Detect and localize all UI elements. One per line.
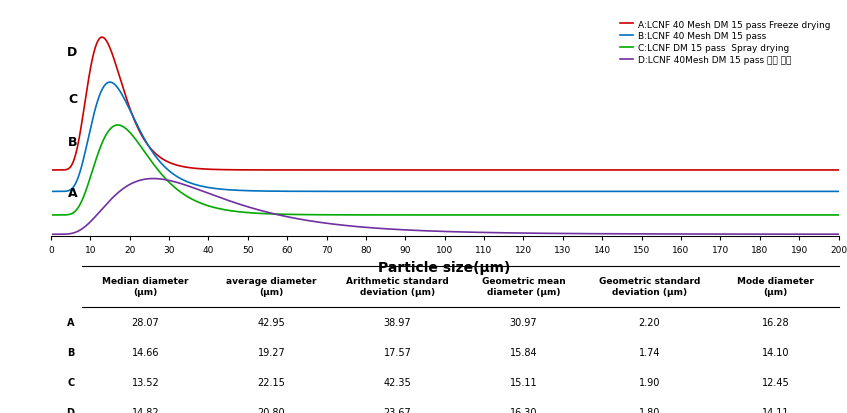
- Text: 20.80: 20.80: [257, 407, 285, 413]
- Text: 16.28: 16.28: [761, 317, 789, 327]
- Text: 1.90: 1.90: [639, 377, 660, 387]
- Text: 23.67: 23.67: [384, 407, 412, 413]
- Text: B: B: [68, 135, 77, 148]
- Text: 14.11: 14.11: [761, 407, 789, 413]
- Text: Median diameter
(μm): Median diameter (μm): [102, 277, 189, 296]
- Text: 14.66: 14.66: [131, 347, 159, 357]
- Text: 17.57: 17.57: [384, 347, 412, 357]
- Text: 38.97: 38.97: [384, 317, 412, 327]
- Text: Geometric standard
deviation (μm): Geometric standard deviation (μm): [599, 277, 700, 296]
- Text: D: D: [68, 45, 78, 58]
- Text: 15.84: 15.84: [510, 347, 537, 357]
- Text: B: B: [67, 347, 75, 357]
- Text: 13.52: 13.52: [131, 377, 159, 387]
- Text: A: A: [67, 317, 75, 327]
- Text: 15.11: 15.11: [510, 377, 537, 387]
- Text: Geometric mean
diameter (μm): Geometric mean diameter (μm): [482, 277, 565, 296]
- Text: 42.35: 42.35: [384, 377, 412, 387]
- Text: A: A: [68, 187, 77, 199]
- Text: 28.07: 28.07: [131, 317, 159, 327]
- Text: 2.20: 2.20: [639, 317, 661, 327]
- Text: 42.95: 42.95: [257, 317, 285, 327]
- Text: 14.10: 14.10: [761, 347, 789, 357]
- X-axis label: Particle size(μm): Particle size(μm): [379, 260, 511, 274]
- Text: C: C: [68, 93, 77, 105]
- Text: 22.15: 22.15: [257, 377, 285, 387]
- Text: 14.82: 14.82: [131, 407, 159, 413]
- Text: Arithmetic standard
deviation (μm): Arithmetic standard deviation (μm): [346, 277, 449, 296]
- Legend: A:LCNF 40 Mesh DM 15 pass Freeze drying, B:LCNF 40 Mesh DM 15 pass, C:LCNF DM 15: A:LCNF 40 Mesh DM 15 pass Freeze drying,…: [617, 17, 834, 68]
- Text: Mode diameter
(μm): Mode diameter (μm): [737, 277, 814, 296]
- Text: 1.74: 1.74: [639, 347, 660, 357]
- Text: D: D: [66, 407, 75, 413]
- Text: average diameter
(μm): average diameter (μm): [226, 277, 317, 296]
- Text: 19.27: 19.27: [257, 347, 285, 357]
- Text: 16.30: 16.30: [510, 407, 537, 413]
- Text: 1.80: 1.80: [639, 407, 660, 413]
- Text: 30.97: 30.97: [510, 317, 537, 327]
- Text: 12.45: 12.45: [761, 377, 789, 387]
- Text: C: C: [67, 377, 75, 387]
